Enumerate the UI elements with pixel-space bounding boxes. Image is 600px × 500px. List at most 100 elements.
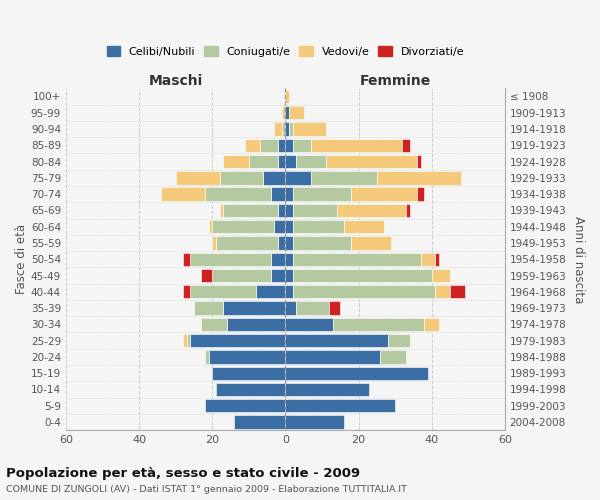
Bar bbox=[286, 138, 293, 152]
Bar bbox=[271, 188, 286, 201]
Bar bbox=[212, 366, 286, 380]
Bar bbox=[351, 236, 391, 250]
Bar bbox=[286, 383, 370, 396]
Bar bbox=[293, 220, 344, 234]
Bar bbox=[190, 285, 256, 298]
Bar bbox=[220, 171, 263, 184]
Bar bbox=[216, 383, 286, 396]
Bar bbox=[271, 269, 286, 282]
Bar bbox=[296, 155, 326, 168]
Bar bbox=[380, 350, 406, 364]
Bar bbox=[424, 318, 439, 331]
Bar bbox=[278, 138, 286, 152]
Bar bbox=[263, 171, 286, 184]
Bar bbox=[234, 416, 286, 428]
Bar bbox=[245, 138, 260, 152]
Bar bbox=[286, 220, 293, 234]
Bar bbox=[286, 155, 296, 168]
Bar bbox=[293, 269, 431, 282]
Bar bbox=[194, 302, 223, 314]
Bar bbox=[286, 171, 311, 184]
Bar bbox=[417, 155, 421, 168]
Bar bbox=[286, 252, 293, 266]
Bar bbox=[278, 155, 286, 168]
Bar bbox=[344, 220, 384, 234]
Bar bbox=[289, 106, 304, 120]
Bar bbox=[293, 204, 337, 217]
Bar bbox=[183, 252, 190, 266]
Bar bbox=[431, 269, 450, 282]
Bar bbox=[286, 399, 395, 412]
Bar bbox=[296, 302, 329, 314]
Bar bbox=[274, 220, 286, 234]
Bar bbox=[282, 106, 286, 120]
Bar bbox=[286, 318, 333, 331]
Bar bbox=[417, 188, 424, 201]
Bar bbox=[205, 188, 271, 201]
Bar bbox=[187, 334, 190, 347]
Bar bbox=[205, 399, 286, 412]
Bar bbox=[183, 285, 190, 298]
Bar bbox=[201, 318, 227, 331]
Bar bbox=[337, 204, 406, 217]
Bar bbox=[311, 171, 377, 184]
Bar bbox=[220, 204, 223, 217]
Bar bbox=[286, 366, 428, 380]
Bar bbox=[223, 155, 249, 168]
Bar bbox=[293, 252, 421, 266]
Bar bbox=[286, 285, 293, 298]
Bar bbox=[403, 138, 410, 152]
Bar bbox=[205, 350, 209, 364]
Bar bbox=[286, 188, 293, 201]
Bar bbox=[227, 318, 286, 331]
Text: COMUNE DI ZUNGOLI (AV) - Dati ISTAT 1° gennaio 2009 - Elaborazione TUTTITALIA.IT: COMUNE DI ZUNGOLI (AV) - Dati ISTAT 1° g… bbox=[6, 485, 407, 494]
Bar bbox=[256, 285, 286, 298]
Bar bbox=[286, 269, 293, 282]
Bar bbox=[329, 302, 340, 314]
Bar bbox=[249, 155, 278, 168]
Bar bbox=[201, 269, 212, 282]
Text: Popolazione per età, sesso e stato civile - 2009: Popolazione per età, sesso e stato civil… bbox=[6, 468, 360, 480]
Bar bbox=[293, 188, 351, 201]
Bar bbox=[271, 252, 286, 266]
Bar bbox=[286, 236, 293, 250]
Bar bbox=[212, 236, 216, 250]
Bar bbox=[278, 204, 286, 217]
Bar bbox=[293, 285, 436, 298]
Bar bbox=[289, 122, 293, 136]
Bar bbox=[286, 106, 289, 120]
Bar bbox=[274, 122, 282, 136]
Bar bbox=[311, 138, 403, 152]
Legend: Celibi/Nubili, Coniugati/e, Vedovi/e, Divorziati/e: Celibi/Nubili, Coniugati/e, Vedovi/e, Di… bbox=[107, 46, 464, 57]
Bar bbox=[278, 236, 286, 250]
Bar bbox=[351, 188, 417, 201]
Bar bbox=[406, 204, 410, 217]
Bar bbox=[212, 220, 274, 234]
Text: Femmine: Femmine bbox=[359, 74, 431, 88]
Bar bbox=[286, 122, 289, 136]
Bar bbox=[286, 204, 293, 217]
Text: Maschi: Maschi bbox=[149, 74, 203, 88]
Bar bbox=[209, 350, 286, 364]
Bar bbox=[260, 138, 278, 152]
Bar bbox=[183, 334, 187, 347]
Bar bbox=[293, 236, 351, 250]
Bar bbox=[388, 334, 410, 347]
Bar bbox=[209, 220, 212, 234]
Bar bbox=[333, 318, 424, 331]
Bar bbox=[293, 122, 326, 136]
Bar bbox=[223, 302, 286, 314]
Bar bbox=[286, 350, 380, 364]
Y-axis label: Fasce di età: Fasce di età bbox=[15, 224, 28, 294]
Bar bbox=[286, 416, 344, 428]
Bar bbox=[223, 204, 278, 217]
Y-axis label: Anni di nascita: Anni di nascita bbox=[572, 216, 585, 303]
Bar bbox=[212, 269, 271, 282]
Bar bbox=[436, 285, 450, 298]
Bar bbox=[190, 252, 271, 266]
Bar bbox=[216, 236, 278, 250]
Bar bbox=[377, 171, 461, 184]
Bar bbox=[286, 90, 289, 103]
Bar bbox=[421, 252, 436, 266]
Bar bbox=[326, 155, 417, 168]
